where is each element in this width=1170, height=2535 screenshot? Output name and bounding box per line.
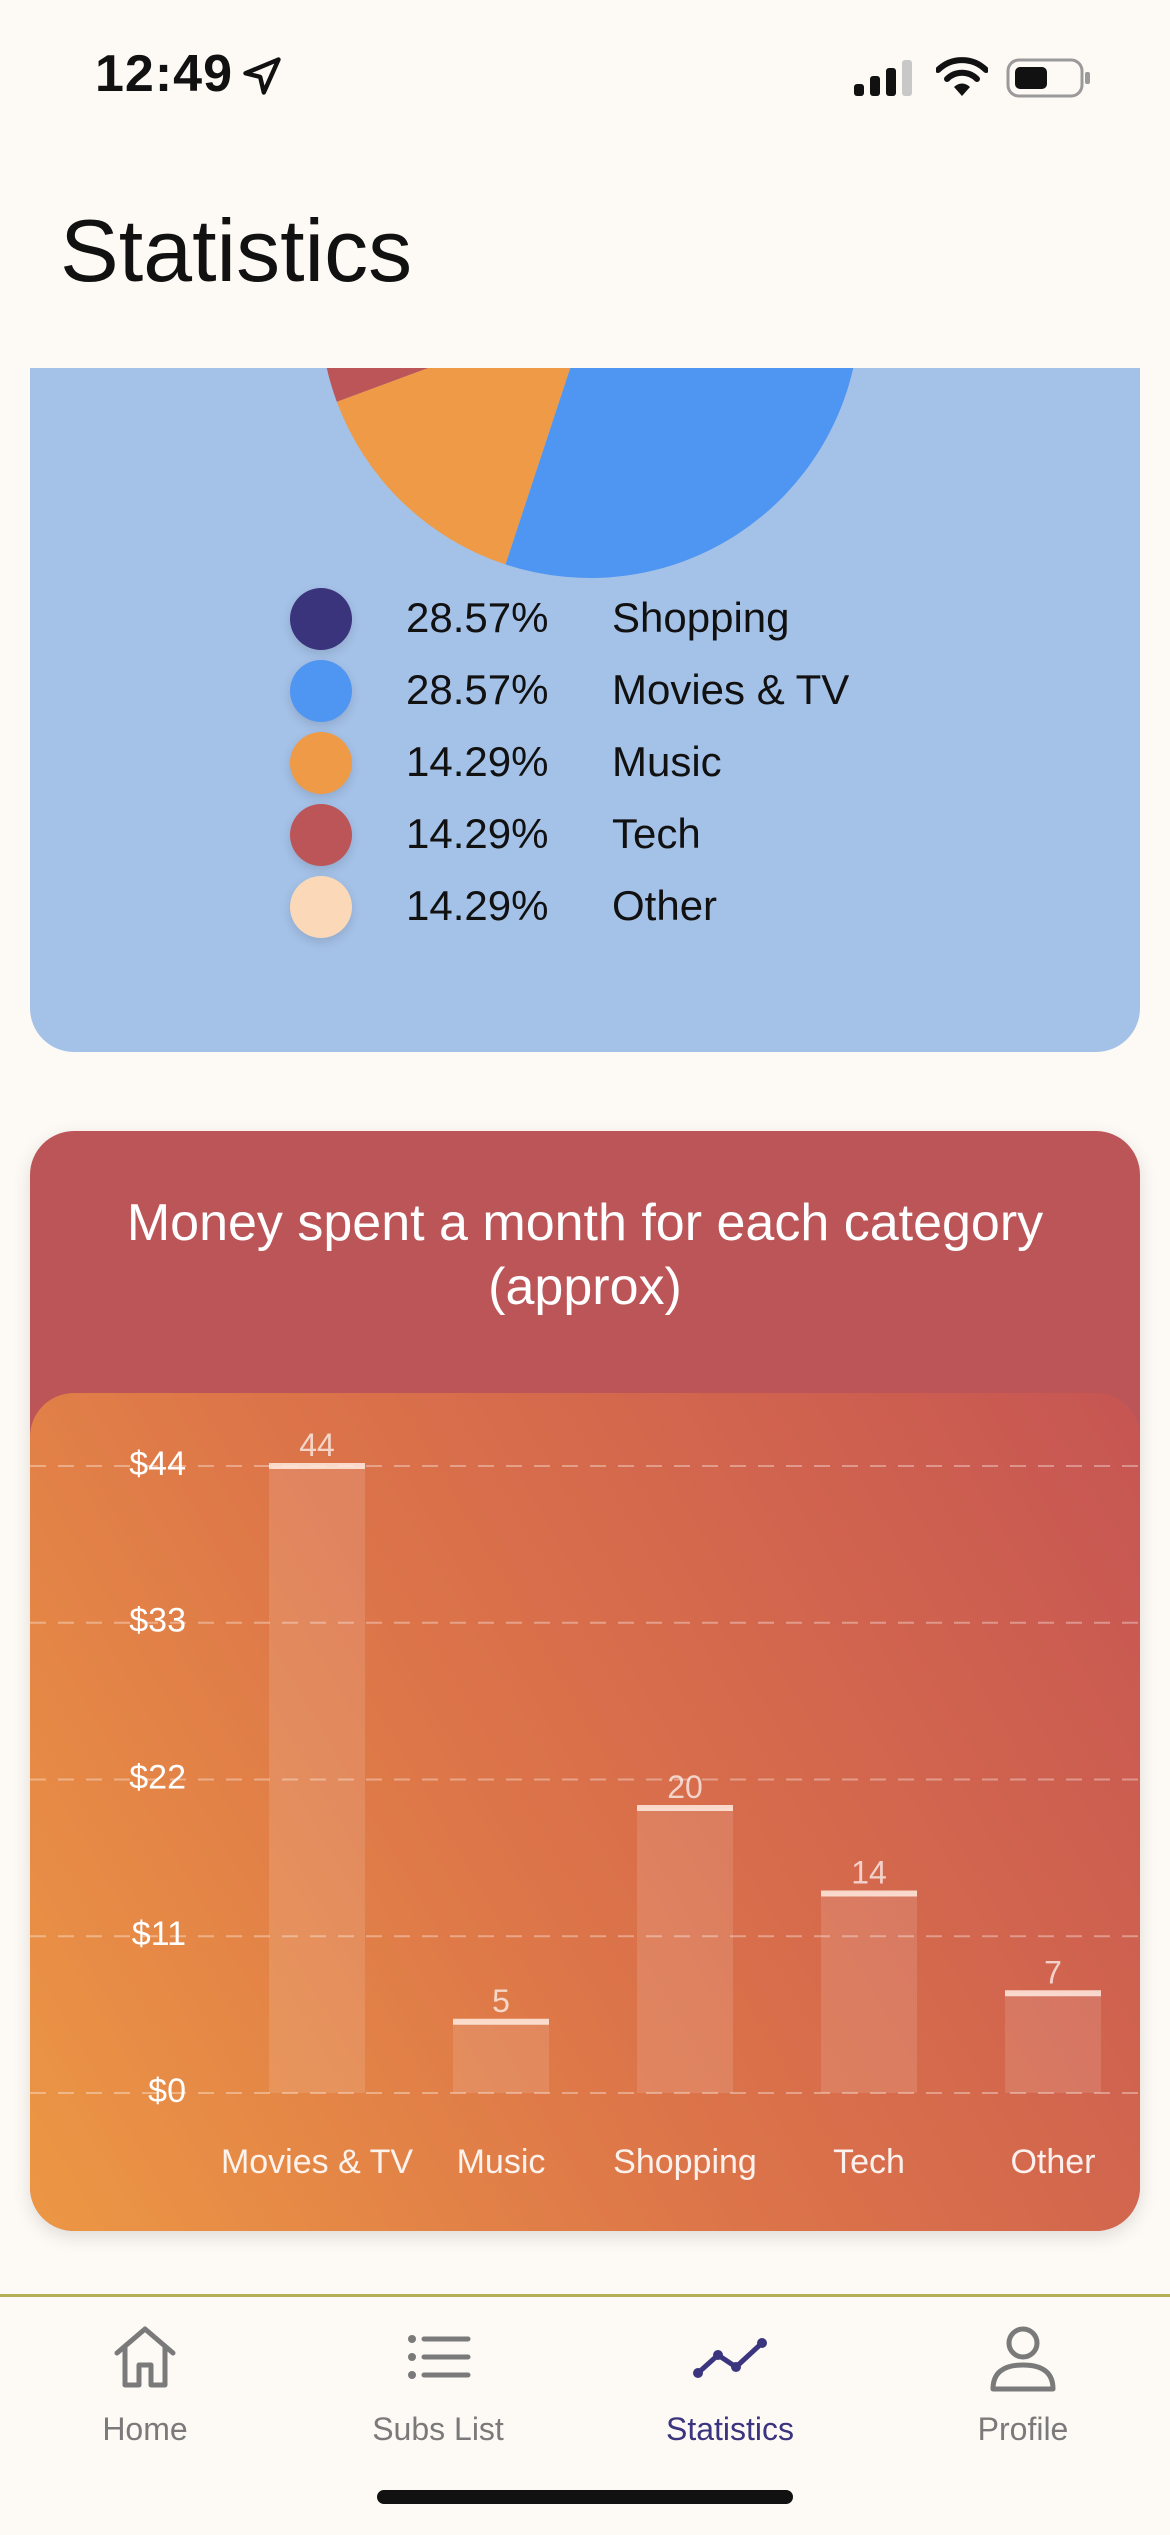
legend-label: Movies & TV xyxy=(612,666,850,713)
legend-color-dot xyxy=(290,732,352,794)
monthly-spend-bar-chart: $0 $11 $22 $33 $44 44 Movies & TV 5 Music 20 Shopp… xyxy=(30,1427,1140,2181)
legend-item: 14.29% Music xyxy=(290,722,990,794)
bar-value-label: 7 xyxy=(1044,1954,1062,1990)
tab-profile[interactable]: Profile xyxy=(913,2317,1133,2457)
y-tick-label: $11 xyxy=(132,1915,186,1953)
bar-movies-tv xyxy=(269,1466,365,2093)
tab-label: Profile xyxy=(977,2411,1069,2447)
bar-top-line xyxy=(1005,1990,1101,1997)
legend-percent: 28.57% xyxy=(406,594,549,641)
legend-color-dot xyxy=(290,660,352,722)
x-category-label: Music xyxy=(457,2143,546,2181)
bar-top-line xyxy=(637,1805,733,1811)
status-bar: 12:49 xyxy=(0,0,1170,150)
person-icon xyxy=(990,2326,1056,2392)
legend-label: Shopping xyxy=(612,594,790,641)
bar-top-line xyxy=(821,1890,917,1897)
tab-label: Subs List xyxy=(372,2411,504,2447)
y-tick-label: $22 xyxy=(129,1758,186,1796)
legend-percent: 14.29% xyxy=(406,810,549,857)
house-icon xyxy=(114,2326,176,2388)
legend-percent: 14.29% xyxy=(406,738,549,785)
bar-top-line xyxy=(269,1463,365,1469)
wifi-icon xyxy=(936,57,988,96)
pie-legend: 28.57% Shopping 28.57% Movies & TV 14.29… xyxy=(290,578,990,938)
pie-slice-movies-tv xyxy=(505,368,854,578)
bar-shopping xyxy=(637,1808,733,2093)
legend-color-dot xyxy=(290,876,352,938)
legend-percent: 28.57% xyxy=(406,666,549,713)
location-arrow-icon xyxy=(243,57,281,95)
pie-slice-music xyxy=(336,368,571,565)
x-category-label: Movies & TV xyxy=(221,2143,413,2181)
list-icon xyxy=(408,2335,471,2379)
battery-icon xyxy=(1006,58,1090,98)
x-category-label: Other xyxy=(1010,2143,1095,2181)
status-time: 12:49 xyxy=(95,45,233,103)
x-category-label: Shopping xyxy=(613,2143,757,2181)
bar-value-label: 14 xyxy=(851,1855,887,1891)
category-pie-card: 28.57% Shopping 28.57% Movies & TV 14.29… xyxy=(30,368,1140,1052)
legend-label: Music xyxy=(612,738,722,785)
bar-chart-title: Money spent a month for each category (a… xyxy=(126,1194,1044,1316)
tab-subs-list[interactable]: Subs List xyxy=(328,2317,548,2457)
legend-color-dot xyxy=(290,588,352,650)
line-chart-icon xyxy=(693,2338,767,2378)
category-pie-chart xyxy=(326,368,854,578)
bar-tech xyxy=(821,1893,917,2093)
y-tick-label: $0 xyxy=(148,2072,186,2110)
legend-label: Other xyxy=(612,882,718,929)
tab-label: Home xyxy=(102,2411,188,2447)
pie-slice-tech xyxy=(326,368,428,402)
legend-item: 14.29% Tech xyxy=(290,794,990,866)
bar-value-label: 44 xyxy=(299,1427,335,1463)
cellular-signal-icon xyxy=(854,60,912,96)
legend-item: 28.57% Movies & TV xyxy=(290,650,990,722)
tab-label: Statistics xyxy=(665,2411,795,2447)
legend-item: 28.57% Shopping xyxy=(290,578,990,650)
legend-color-dot xyxy=(290,804,352,866)
bar-chart-area: $0 $11 $22 $33 $44 44 Movies & TV 5 Music 20 Shopp… xyxy=(30,1393,1140,2231)
bar-other xyxy=(1005,1993,1101,2093)
tab-home[interactable]: Home xyxy=(35,2317,255,2457)
tab-statistics[interactable]: Statistics xyxy=(620,2317,840,2457)
legend-percent: 14.29% xyxy=(406,882,549,929)
bar-value-label: 20 xyxy=(667,1769,703,1805)
page-title: Statistics xyxy=(60,201,413,300)
y-tick-label: $33 xyxy=(129,1602,186,1640)
statistics-scroll-view[interactable]: 28.57% Shopping 28.57% Movies & TV 14.29… xyxy=(0,368,1170,2294)
legend-item: 14.29% Other xyxy=(290,866,990,938)
bar-music xyxy=(453,2021,549,2093)
bar-top-line xyxy=(453,2018,549,2025)
legend-label: Tech xyxy=(612,810,701,857)
x-category-label: Tech xyxy=(833,2143,905,2181)
monthly-spend-card: Money spent a month for each category (a… xyxy=(30,1131,1140,2231)
y-tick-label: $44 xyxy=(129,1445,186,1483)
bar-value-label: 5 xyxy=(492,1983,510,2019)
home-indicator xyxy=(377,2490,793,2504)
